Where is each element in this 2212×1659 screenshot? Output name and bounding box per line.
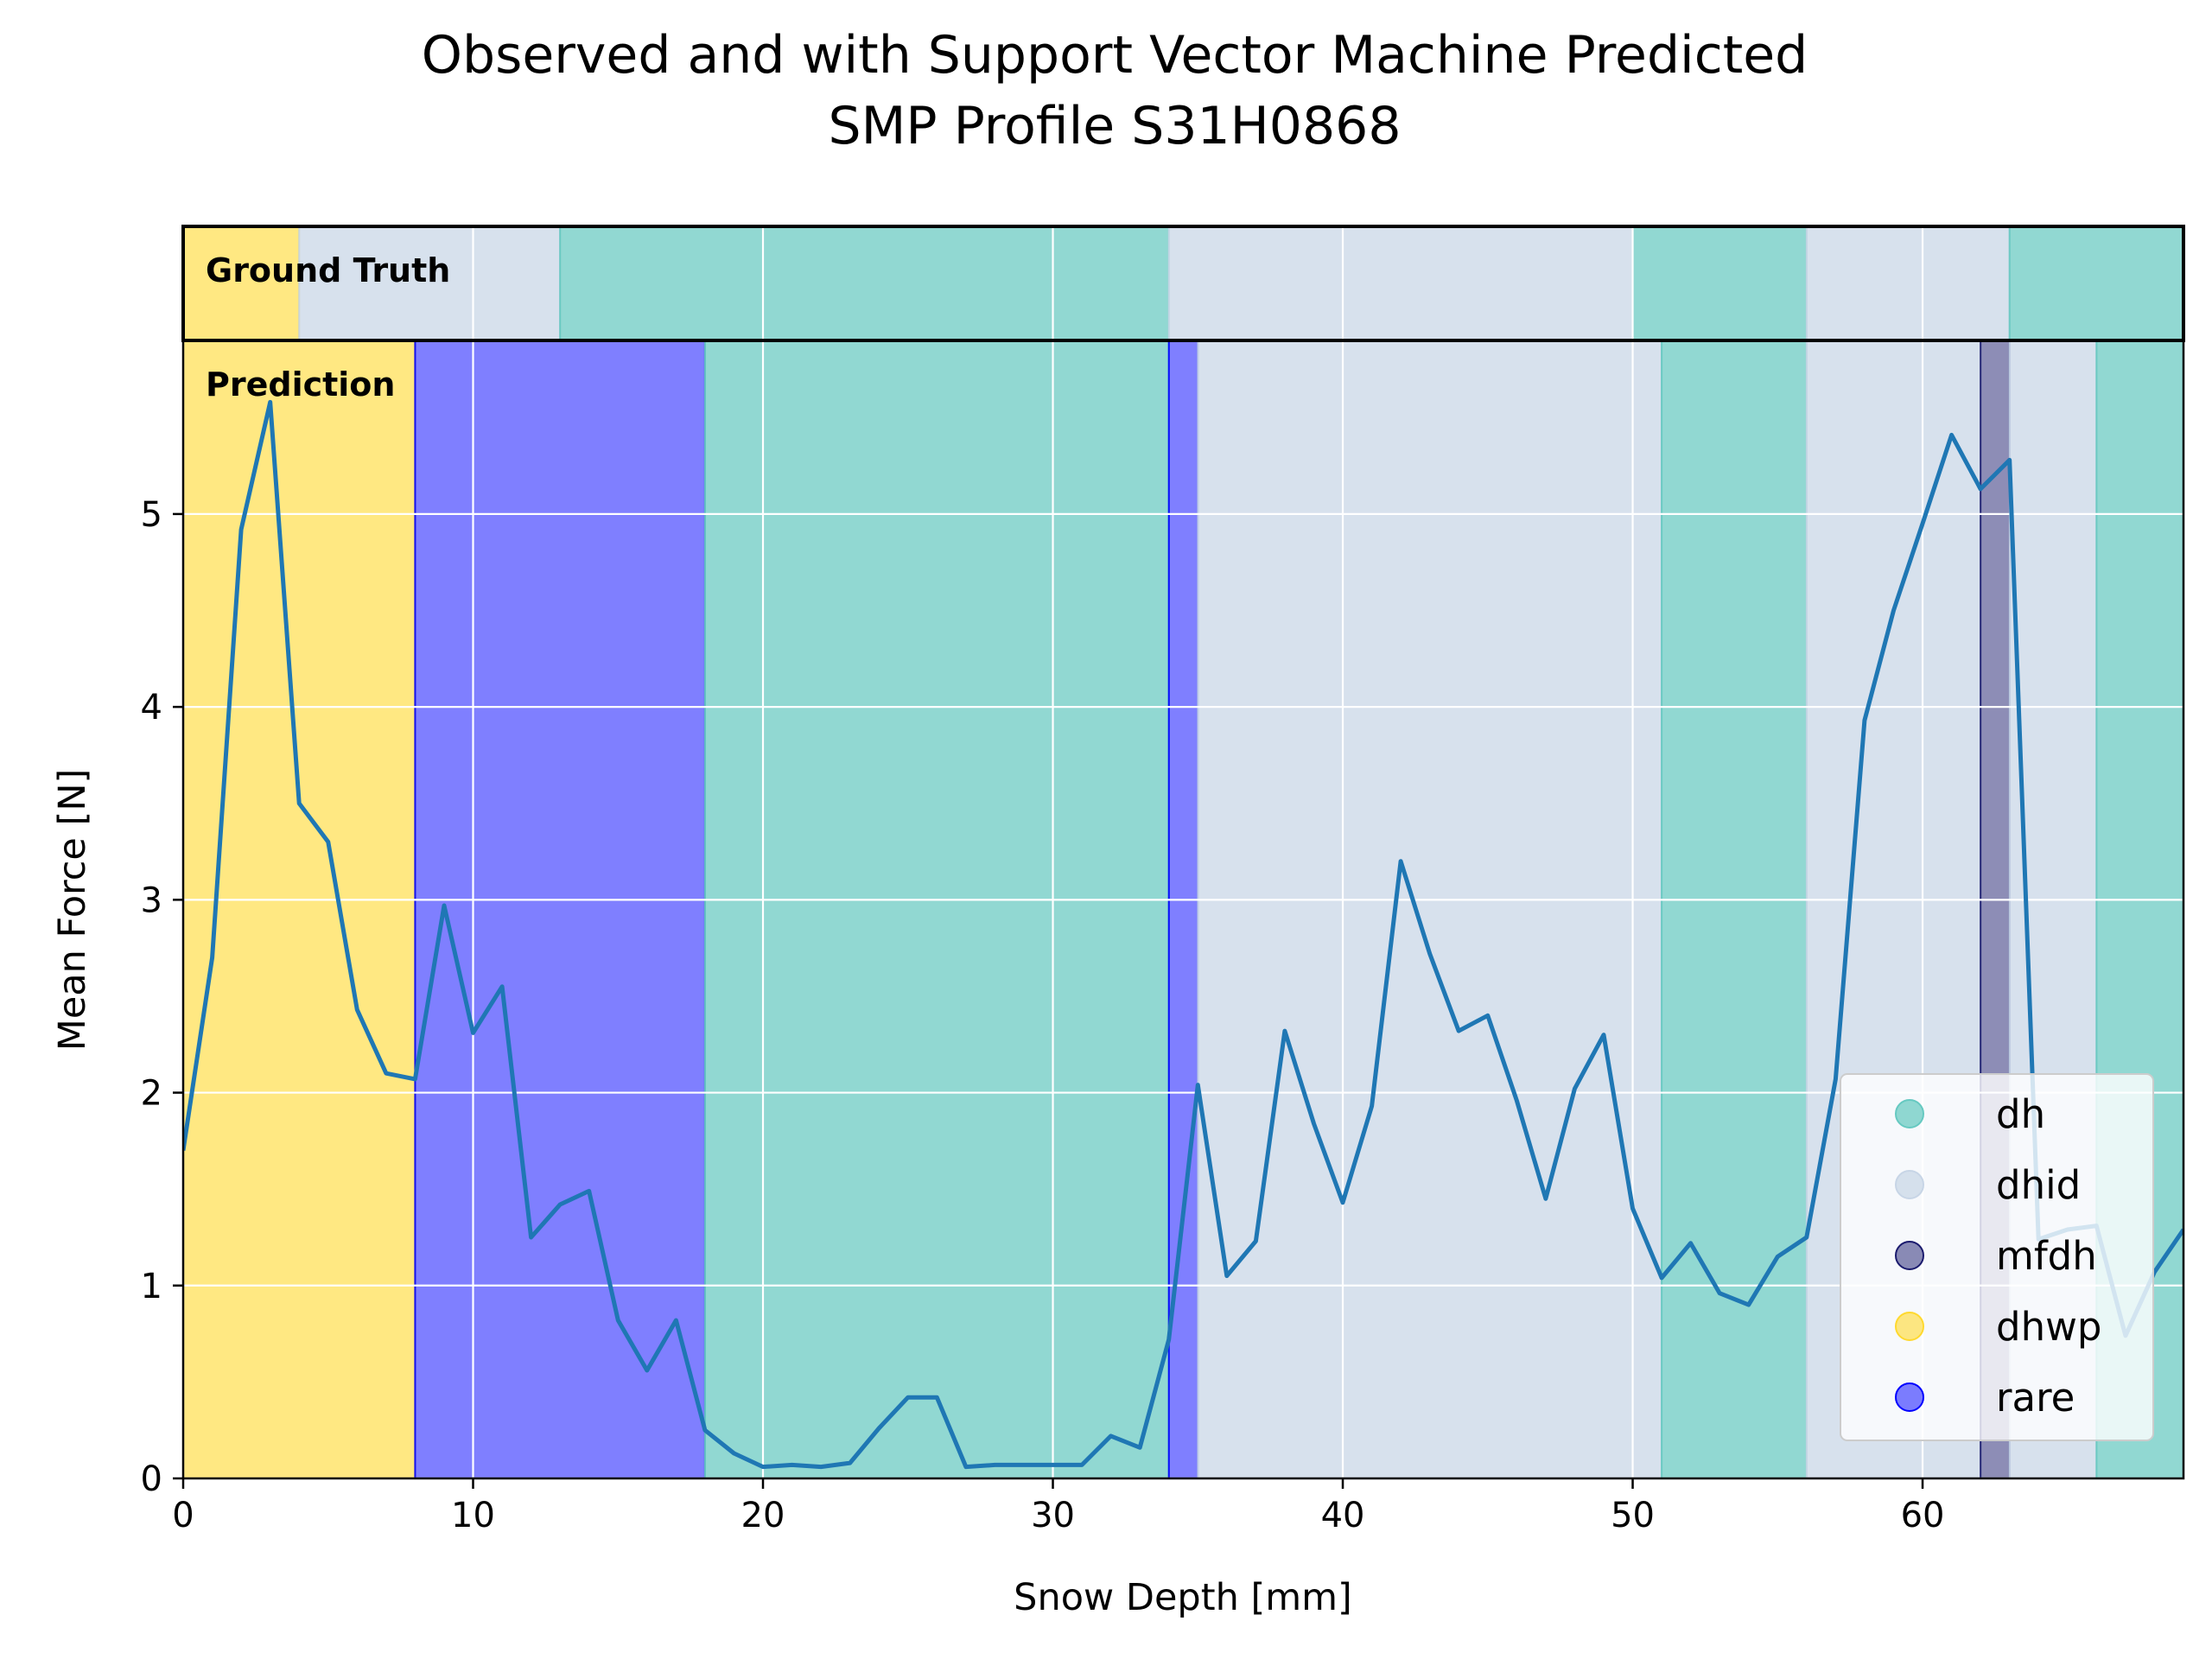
x-tick-label: 50 <box>1611 1496 1655 1535</box>
prediction-band-dhwp <box>182 340 416 1479</box>
chart-title-line2: SMP Profile S31H0868 <box>829 96 1402 156</box>
prediction-band-dh <box>1661 340 1808 1479</box>
plot-frame <box>181 339 2185 1480</box>
ground-truth-bands <box>182 226 2184 341</box>
prediction-band-rare <box>414 340 706 1479</box>
prediction-label: Prediction <box>206 365 395 404</box>
x-tick-label: 20 <box>741 1496 785 1535</box>
ground-truth-band-dhwp <box>182 226 301 341</box>
ground-truth-band-dhid <box>1167 226 1634 341</box>
legend-marker-mfdh <box>1895 1241 1924 1270</box>
y-tick-label: 4 <box>141 688 162 728</box>
y-tick-label: 2 <box>141 1074 162 1114</box>
x-tick-label: 40 <box>1321 1496 1365 1535</box>
ground-truth-label: Ground Truth <box>206 251 450 289</box>
legend-label-dhwp: dhwp <box>1996 1304 2101 1350</box>
x-tick-label: 0 <box>172 1496 194 1535</box>
ground-truth-band-dh <box>2008 226 2184 341</box>
legend-marker-dhid <box>1895 1170 1924 1199</box>
legend-marker-dh <box>1895 1099 1924 1128</box>
legend-marker-dhwp <box>1895 1312 1924 1341</box>
ground-truth-band-dhid <box>1805 226 2011 341</box>
mean-force-line <box>183 399 2183 1470</box>
y-axis: 0 1 2 3 4 5 <box>141 495 183 1499</box>
prediction-bands <box>182 340 2185 1479</box>
y-tick-label: 0 <box>141 1459 162 1499</box>
y-axis-label: Mean Force [N] <box>51 769 94 1052</box>
y-tick-label: 3 <box>141 880 162 920</box>
prediction-band-dh <box>703 340 1170 1479</box>
legend: dh dhid mfdh dhwp rare <box>1840 1073 2154 1441</box>
legend-marker-rare <box>1895 1382 1924 1412</box>
ground-truth-band-dhid <box>298 226 562 341</box>
y-tick-label: 5 <box>141 495 162 535</box>
legend-label-dhid: dhid <box>1996 1162 2081 1208</box>
x-axis-label: Snow Depth [mm] <box>1014 1576 1352 1619</box>
series-layer <box>183 399 2183 1470</box>
x-tick-label: 10 <box>451 1496 495 1535</box>
legend-label-dh: dh <box>1996 1091 2045 1137</box>
x-axis: 0 10 20 30 40 50 60 <box>172 1478 1944 1535</box>
prediction-band-dhid <box>1197 340 1663 1479</box>
x-tick-label: 30 <box>1031 1496 1075 1535</box>
legend-box <box>1840 1073 2154 1441</box>
legend-label-rare: rare <box>1996 1375 2075 1421</box>
legend-label-mfdh: mfdh <box>1996 1233 2097 1279</box>
ground-truth-band-dh <box>1631 226 1808 341</box>
chart-title-line1: Observed and with Support Vector Machine… <box>422 25 1808 86</box>
ground-truth-band-dh <box>559 226 1170 341</box>
x-tick-label: 60 <box>1901 1496 1945 1535</box>
y-tick-label: 1 <box>141 1267 162 1306</box>
